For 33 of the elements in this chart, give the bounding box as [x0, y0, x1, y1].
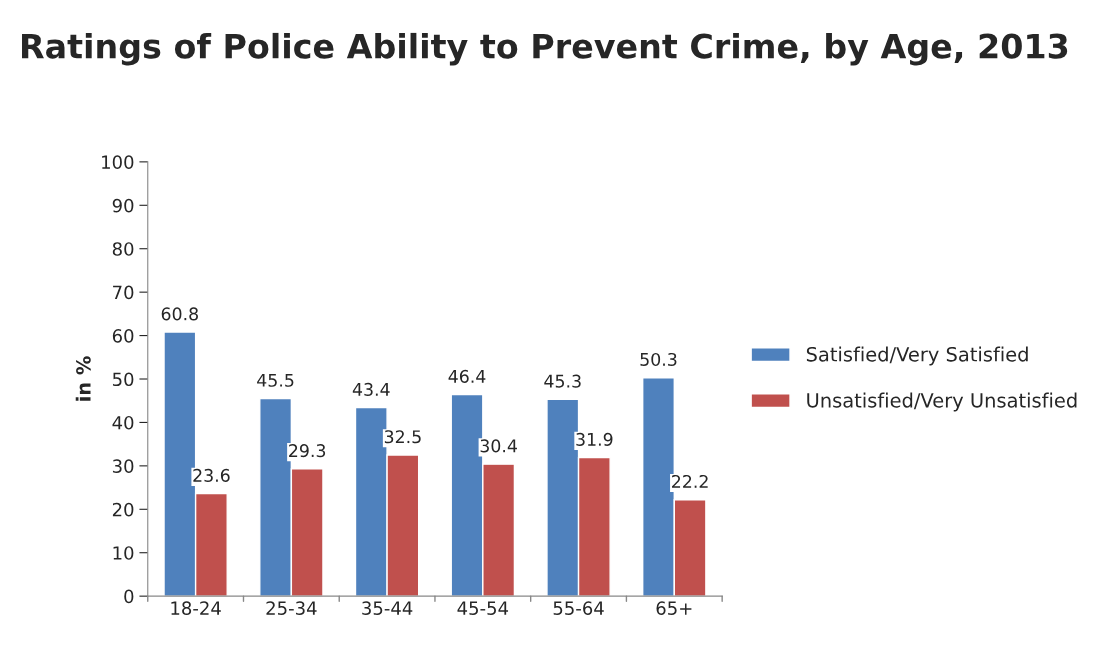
chart-title: Ratings of Police Ability to Prevent Crime, by Age, 2013 — [22, 32, 1068, 66]
y-tick-label: 60 — [112, 329, 134, 343]
data-label: 43.4 — [352, 382, 390, 396]
x-tick-label: 55-64 — [553, 601, 604, 615]
data-label: 31.9 — [576, 432, 613, 446]
data-label: 46.4 — [448, 369, 486, 383]
data-label: 29.3 — [289, 444, 326, 458]
data-label: 45.5 — [257, 373, 294, 387]
y-tick-label: 50 — [112, 372, 134, 387]
legend-label: Unsatisfied/Very Unsatisfied — [807, 392, 1077, 412]
data-label: 50.3 — [640, 352, 677, 367]
y-tick-label: 40 — [112, 415, 134, 430]
y-tick-label: 90 — [112, 198, 134, 213]
data-label: 45.3 — [544, 374, 581, 388]
x-tick-label: 18-24 — [171, 601, 221, 615]
data-label: 22.2 — [672, 474, 708, 488]
y-tick-label: 10 — [113, 546, 134, 560]
y-axis-title: in % — [75, 356, 91, 401]
y-tick-label: 20 — [112, 502, 134, 517]
data-label: 30.4 — [480, 439, 517, 453]
data-label: 32.5 — [384, 430, 421, 444]
y-tick-label: 30 — [112, 459, 134, 473]
data-label: 60.8 — [161, 307, 198, 321]
x-tick-label: 25-34 — [266, 601, 317, 615]
y-tick-label: 100 — [102, 155, 134, 169]
x-tick-label: 45-54 — [457, 601, 509, 615]
y-tick-label: 70 — [113, 285, 134, 300]
y-tick-label: 80 — [112, 242, 134, 256]
x-tick-label: 35-44 — [362, 601, 413, 615]
y-tick-label: 0 — [124, 589, 134, 604]
legend-label: Satisfied/Very Satisfied — [806, 346, 1028, 366]
data-label: 23.6 — [193, 468, 230, 482]
x-tick-label: 65+ — [656, 601, 692, 615]
